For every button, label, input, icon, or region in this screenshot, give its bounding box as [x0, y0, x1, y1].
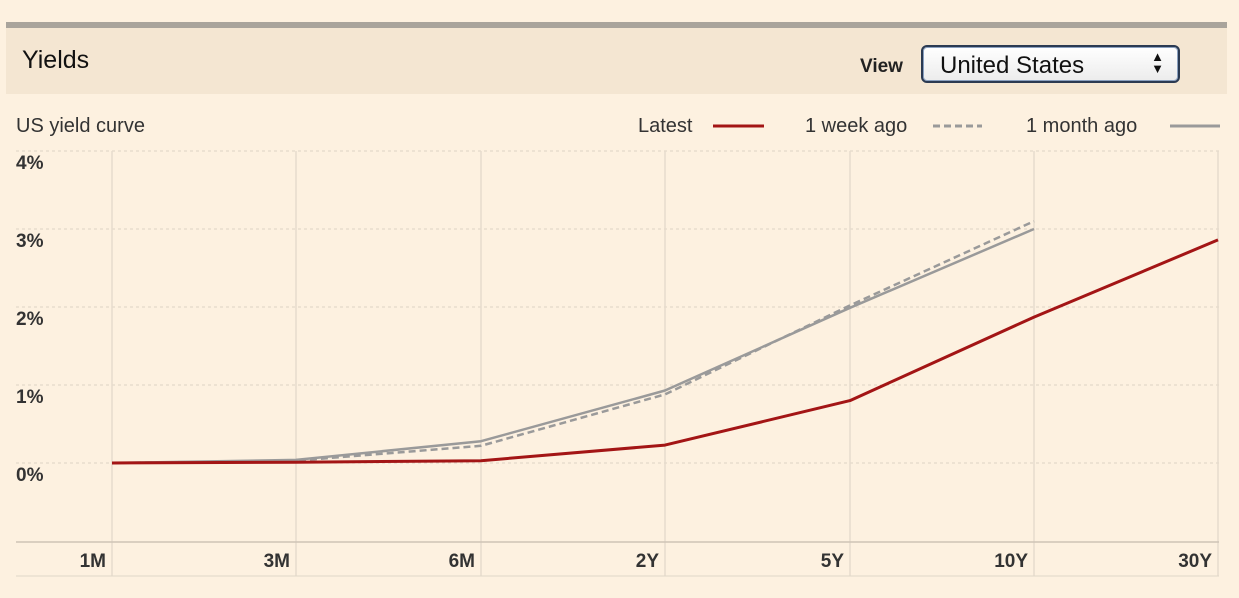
legend-month-ago-label: 1 month ago [1026, 115, 1138, 137]
series [111, 220, 1219, 465]
y-tick-label: 3% [16, 231, 44, 252]
series-line-0 [111, 238, 1219, 465]
widget-title: Yields [22, 46, 90, 74]
legend-week-ago: 1 week ago [805, 115, 907, 138]
x-tick-label: 1M [80, 551, 106, 572]
x-tick-label: 3M [264, 551, 290, 572]
x-tick-label: 30Y [1178, 551, 1212, 572]
country-select[interactable]: United States ▲ ▼ [921, 45, 1180, 83]
series-line-1 [111, 220, 1035, 465]
y-tick-label: 4% [16, 153, 44, 174]
series-line-2 [111, 227, 1035, 465]
x-tick-label: 6M [449, 551, 475, 572]
x-tick-label: 2Y [636, 551, 660, 572]
top-rule [6, 22, 1227, 28]
select-arrows-icon: ▲ ▼ [1151, 49, 1164, 76]
country-select-value: United States [940, 52, 1085, 79]
axes: 0% 1% 2% 3% 4% 1M 3M 6M 2Y 5Y 10Y 30Y [16, 153, 1219, 577]
legend-latest-label: Latest [638, 115, 693, 137]
view-label: View [860, 56, 903, 77]
legend-week-ago-label: 1 week ago [805, 115, 908, 137]
legend-month-ago: 1 month ago [1026, 115, 1137, 138]
x-tick-label: 10Y [994, 551, 1028, 572]
grid [16, 150, 1219, 576]
y-tick-label: 0% [16, 465, 44, 486]
legend-latest: Latest [638, 115, 692, 138]
chart-title: US yield curve [16, 115, 145, 137]
y-tick-label: 2% [16, 309, 44, 330]
y-tick-label: 1% [16, 387, 44, 408]
x-tick-label: 5Y [821, 551, 845, 572]
